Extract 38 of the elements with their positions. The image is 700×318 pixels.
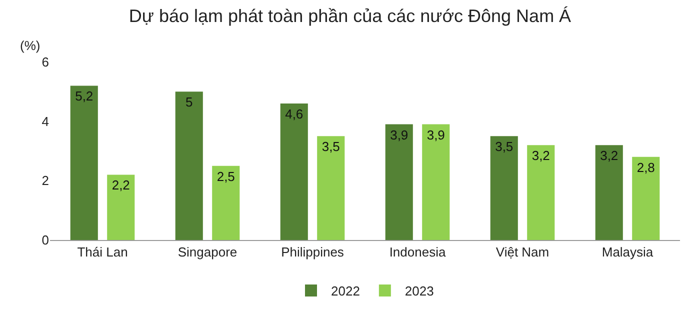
bar <box>280 104 308 240</box>
x-tick-label: Malaysia <box>602 244 654 260</box>
y-tick-label: 2 <box>42 173 49 188</box>
text: 3,5 <box>322 139 340 154</box>
bar <box>385 124 413 240</box>
text: 3,2 <box>532 148 550 164</box>
bar <box>595 145 623 240</box>
text: 2,2 <box>112 178 130 193</box>
y-tick-label: 6 <box>42 54 49 70</box>
legend-label: 2023 <box>404 284 434 299</box>
bar <box>107 174 135 240</box>
text: 5 <box>186 94 193 110</box>
x-tick-label: Philippines <box>281 244 344 260</box>
y-axis-title: (%) <box>20 38 40 53</box>
text: 2,5 <box>216 168 235 184</box>
text: 3,5 <box>495 139 514 154</box>
legend-label: 2022 <box>331 284 360 299</box>
bar <box>632 156 660 240</box>
x-tick-label: Singapore <box>178 244 238 260</box>
text: 3,2 <box>600 148 618 164</box>
text: 3,9 <box>426 127 445 142</box>
bar <box>175 92 203 240</box>
y-tick-label: 4 <box>42 114 49 129</box>
bar <box>212 166 240 240</box>
x-tick-label: Indonesia <box>389 244 446 260</box>
text: 3,9 <box>390 127 408 142</box>
bar <box>70 86 98 240</box>
bar <box>527 145 555 240</box>
bar <box>422 124 450 240</box>
x-tick-label: Việt Nam <box>496 244 550 260</box>
x-tick-label: Thái Lan <box>77 244 128 260</box>
text: 2,8 <box>636 160 655 175</box>
text: 4,6 <box>285 106 304 122</box>
chart-title: Dự báo lạm phát toàn phần của các nước Đông Nam Á <box>128 6 572 26</box>
bar <box>317 136 345 240</box>
text: 5,2 <box>75 88 94 104</box>
y-tick-label: 0 <box>42 232 49 248</box>
bar <box>490 136 518 240</box>
